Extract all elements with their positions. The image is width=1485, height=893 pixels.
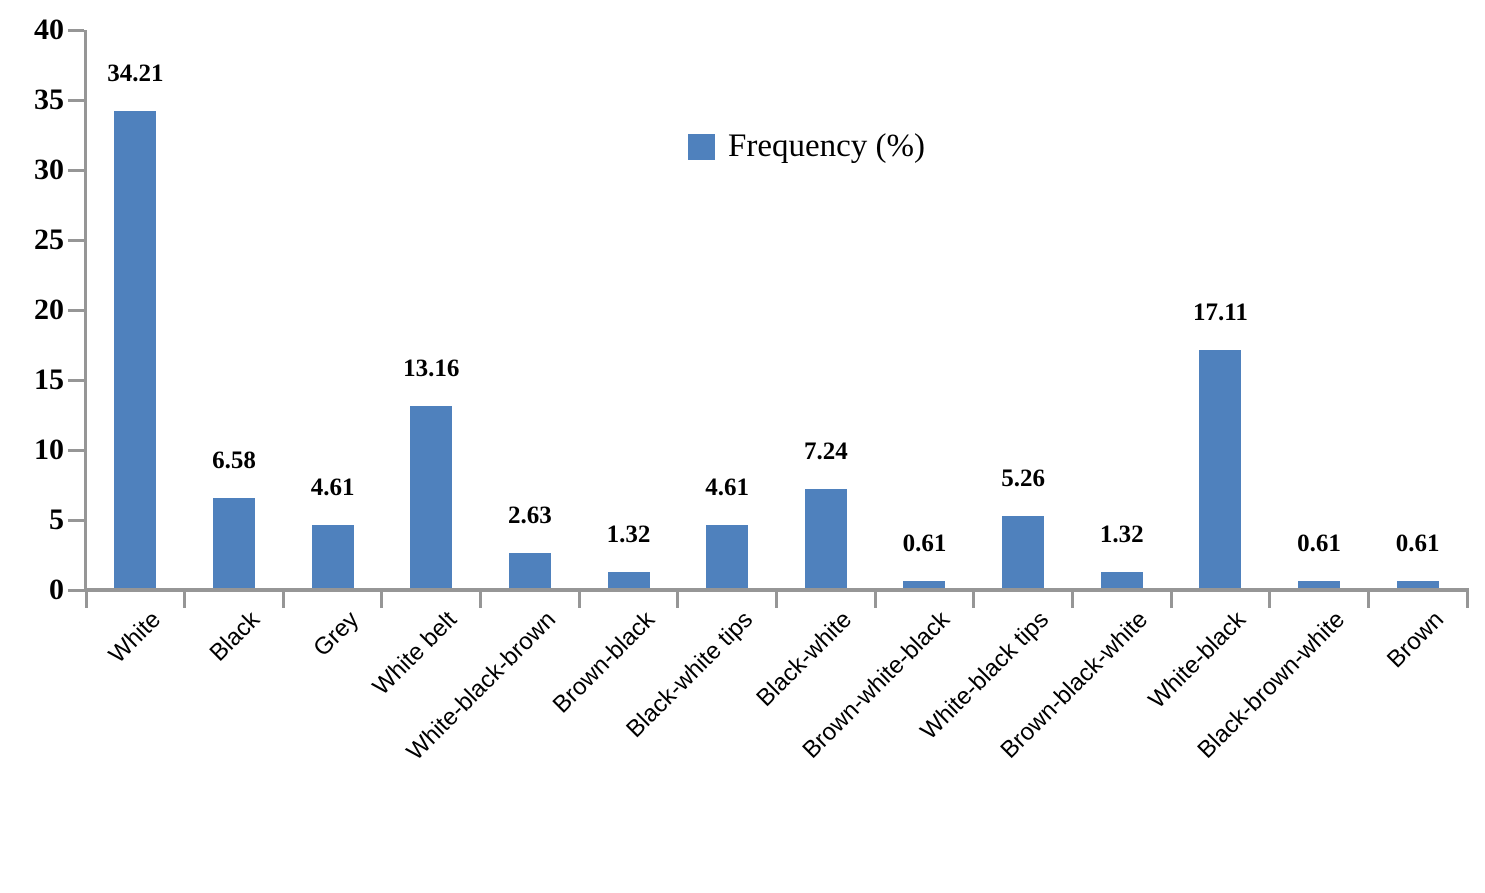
x-axis-tick xyxy=(676,590,680,608)
bar-value-label: 4.61 xyxy=(705,474,750,502)
bar xyxy=(706,525,749,588)
x-axis-tick xyxy=(183,590,187,608)
legend: Frequency (%) xyxy=(688,130,925,163)
y-axis-tick xyxy=(68,29,84,32)
bar-value-label: 17.11 xyxy=(1192,299,1248,327)
x-axis-tick xyxy=(1070,590,1074,608)
y-axis-tick xyxy=(68,379,84,382)
bar xyxy=(508,553,551,588)
bar xyxy=(410,405,453,588)
bar xyxy=(1100,571,1143,588)
x-axis-tick xyxy=(1268,590,1272,608)
bar xyxy=(1002,516,1045,588)
bar-value-label: 2.63 xyxy=(508,502,552,530)
bar-value-label: 1.32 xyxy=(606,520,651,548)
y-axis-tick-label: 35 xyxy=(34,83,64,116)
bar-value-label: 34.21 xyxy=(107,60,164,88)
legend-label: Frequency (%) xyxy=(728,128,926,164)
y-axis-tick-label: 20 xyxy=(34,293,64,326)
y-axis-tick xyxy=(68,449,84,452)
y-axis-tick xyxy=(68,309,84,312)
x-axis-tick xyxy=(1366,590,1370,608)
bar-value-label: 0.61 xyxy=(1395,530,1440,558)
bar-value-label: 0.61 xyxy=(902,530,947,558)
bar-value-label: 13.16 xyxy=(403,354,460,382)
y-axis-tick xyxy=(68,169,84,172)
x-axis-tick xyxy=(479,590,483,608)
bar-value-label: 0.61 xyxy=(1297,530,1341,558)
bar-value-label: 1.32 xyxy=(1099,520,1144,548)
y-axis-tick-label: 40 xyxy=(34,13,64,46)
bar xyxy=(1199,350,1242,588)
bar-value-label: 6.58 xyxy=(212,446,256,474)
bar xyxy=(1298,581,1341,588)
y-axis-tick-label: 30 xyxy=(34,153,64,186)
bar-value-label: 5.26 xyxy=(1001,465,1045,493)
bar xyxy=(804,488,847,588)
x-axis-tick xyxy=(380,590,384,608)
y-axis-tick-label: 25 xyxy=(34,223,64,256)
bar xyxy=(607,571,650,588)
bar-value-label: 4.61 xyxy=(310,474,355,502)
x-axis-tick xyxy=(84,590,88,608)
x-axis-tick xyxy=(775,590,778,608)
y-axis-tick xyxy=(68,239,84,242)
bar xyxy=(1396,581,1439,588)
x-axis-tick xyxy=(972,590,976,608)
y-axis-tick xyxy=(68,99,84,102)
x-axis-tick xyxy=(1465,590,1469,608)
y-axis-line xyxy=(84,30,87,590)
x-axis-tick xyxy=(873,590,877,608)
y-axis-tick-label: 15 xyxy=(34,363,64,396)
x-axis-tick xyxy=(281,590,285,608)
y-axis-tick xyxy=(68,519,84,522)
x-axis-tick xyxy=(1169,590,1173,608)
y-axis-tick-label: 0 xyxy=(49,573,64,606)
y-axis-tick-label: 10 xyxy=(34,433,64,466)
legend-swatch-icon xyxy=(688,133,715,160)
x-axis-tick xyxy=(577,590,581,608)
y-axis-tick-label: 5 xyxy=(49,503,64,536)
bar xyxy=(903,581,946,588)
bar xyxy=(212,497,255,588)
y-axis-tick xyxy=(68,589,84,592)
bar-value-label: 7.24 xyxy=(803,437,848,465)
bar xyxy=(114,111,157,588)
bar xyxy=(311,525,354,588)
